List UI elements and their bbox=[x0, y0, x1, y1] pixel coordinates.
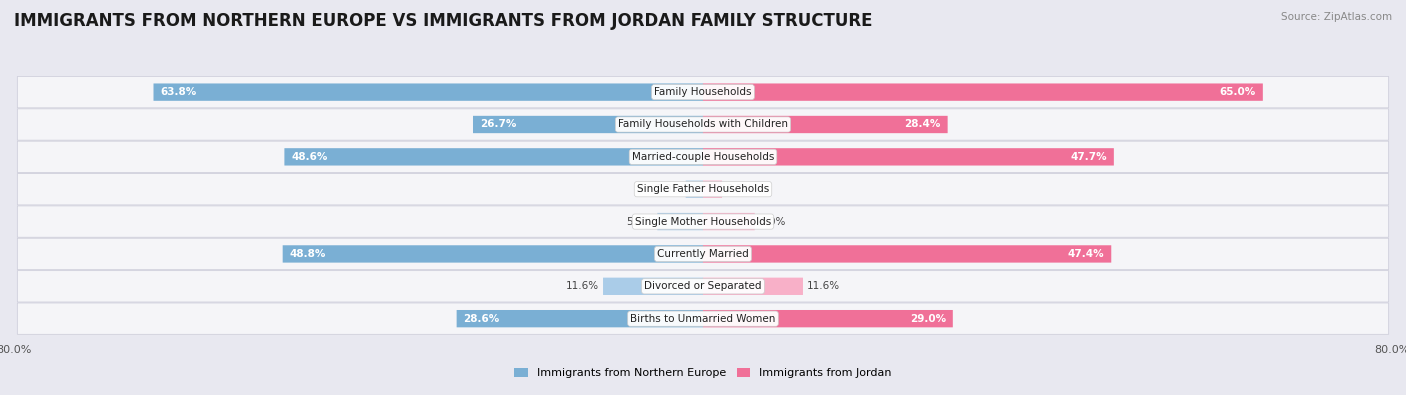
FancyBboxPatch shape bbox=[17, 173, 1389, 205]
Text: Source: ZipAtlas.com: Source: ZipAtlas.com bbox=[1281, 12, 1392, 22]
Text: 2.0%: 2.0% bbox=[655, 184, 682, 194]
Text: 65.0%: 65.0% bbox=[1219, 87, 1256, 97]
FancyBboxPatch shape bbox=[17, 109, 1389, 140]
FancyBboxPatch shape bbox=[603, 278, 703, 295]
Legend: Immigrants from Northern Europe, Immigrants from Jordan: Immigrants from Northern Europe, Immigra… bbox=[510, 363, 896, 382]
Text: 47.7%: 47.7% bbox=[1070, 152, 1107, 162]
FancyBboxPatch shape bbox=[703, 213, 755, 230]
Text: 26.7%: 26.7% bbox=[479, 120, 516, 130]
FancyBboxPatch shape bbox=[153, 83, 703, 101]
FancyBboxPatch shape bbox=[703, 278, 803, 295]
Text: Divorced or Separated: Divorced or Separated bbox=[644, 281, 762, 291]
FancyBboxPatch shape bbox=[703, 83, 1263, 101]
Text: 29.0%: 29.0% bbox=[910, 314, 946, 324]
Text: 11.6%: 11.6% bbox=[565, 281, 599, 291]
Text: IMMIGRANTS FROM NORTHERN EUROPE VS IMMIGRANTS FROM JORDAN FAMILY STRUCTURE: IMMIGRANTS FROM NORTHERN EUROPE VS IMMIG… bbox=[14, 12, 873, 30]
Text: 47.4%: 47.4% bbox=[1067, 249, 1104, 259]
Text: 6.0%: 6.0% bbox=[759, 216, 786, 227]
FancyBboxPatch shape bbox=[703, 181, 723, 198]
Text: Family Households with Children: Family Households with Children bbox=[619, 120, 787, 130]
FancyBboxPatch shape bbox=[17, 206, 1389, 237]
FancyBboxPatch shape bbox=[17, 271, 1389, 302]
FancyBboxPatch shape bbox=[284, 148, 703, 166]
Text: Births to Unmarried Women: Births to Unmarried Women bbox=[630, 314, 776, 324]
Text: 48.6%: 48.6% bbox=[291, 152, 328, 162]
Text: Currently Married: Currently Married bbox=[657, 249, 749, 259]
Text: Single Mother Households: Single Mother Households bbox=[636, 216, 770, 227]
FancyBboxPatch shape bbox=[17, 238, 1389, 270]
Text: Single Father Households: Single Father Households bbox=[637, 184, 769, 194]
Text: 2.2%: 2.2% bbox=[727, 184, 752, 194]
Text: 11.6%: 11.6% bbox=[807, 281, 841, 291]
FancyBboxPatch shape bbox=[703, 245, 1111, 263]
Text: 28.6%: 28.6% bbox=[464, 314, 501, 324]
FancyBboxPatch shape bbox=[703, 148, 1114, 166]
FancyBboxPatch shape bbox=[686, 181, 703, 198]
FancyBboxPatch shape bbox=[703, 116, 948, 133]
FancyBboxPatch shape bbox=[457, 310, 703, 327]
Text: Married-couple Households: Married-couple Households bbox=[631, 152, 775, 162]
Text: 28.4%: 28.4% bbox=[904, 120, 941, 130]
Text: 5.3%: 5.3% bbox=[627, 216, 652, 227]
FancyBboxPatch shape bbox=[283, 245, 703, 263]
FancyBboxPatch shape bbox=[17, 77, 1389, 108]
FancyBboxPatch shape bbox=[703, 310, 953, 327]
FancyBboxPatch shape bbox=[17, 303, 1389, 334]
Text: 63.8%: 63.8% bbox=[160, 87, 197, 97]
Text: 48.8%: 48.8% bbox=[290, 249, 326, 259]
FancyBboxPatch shape bbox=[472, 116, 703, 133]
FancyBboxPatch shape bbox=[17, 141, 1389, 173]
FancyBboxPatch shape bbox=[657, 213, 703, 230]
Text: Family Households: Family Households bbox=[654, 87, 752, 97]
